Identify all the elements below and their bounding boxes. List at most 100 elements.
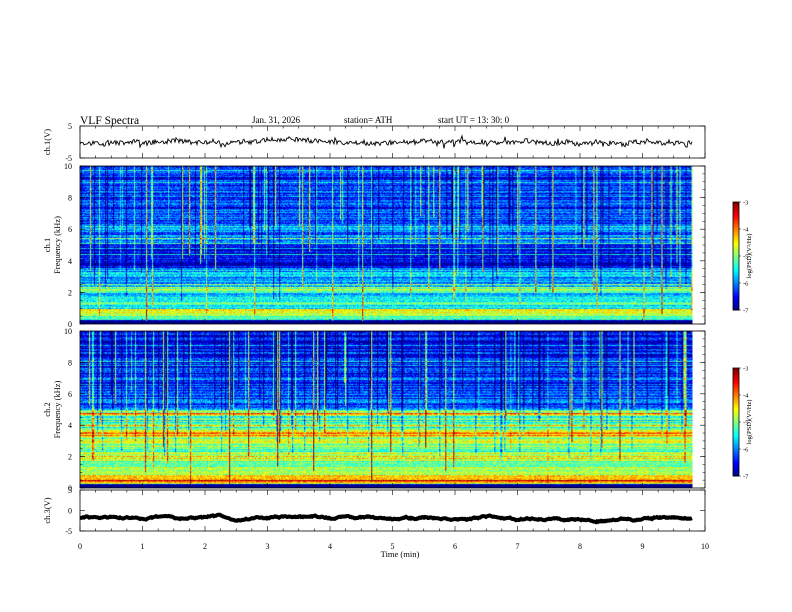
colorbar-swatch bbox=[733, 214, 739, 216]
colorbar-swatch bbox=[733, 247, 739, 250]
colorbar-swatch bbox=[733, 386, 739, 389]
colorbar-swatch bbox=[733, 243, 739, 246]
colorbar-swatch bbox=[733, 246, 739, 249]
colorbar-swatch bbox=[733, 218, 739, 221]
colorbar-swatch bbox=[733, 449, 739, 451]
x-tick-label: 6 bbox=[453, 542, 457, 551]
colorbar-tick-label: -5 bbox=[743, 420, 748, 427]
colorbar-swatch bbox=[733, 382, 739, 385]
colorbar-swatch bbox=[733, 395, 739, 397]
colorbar-swatch bbox=[733, 226, 739, 229]
y-tick-label: 0 bbox=[68, 507, 72, 516]
colorbar-tick-label: -3 bbox=[743, 366, 748, 373]
colorbar-swatch bbox=[733, 303, 739, 306]
colorbar-swatch bbox=[733, 224, 739, 227]
colorbar-swatch bbox=[733, 268, 739, 270]
colorbar-swatch bbox=[733, 417, 739, 420]
y-tick-label: -5 bbox=[65, 154, 72, 163]
colorbar-tick-label: -6 bbox=[743, 281, 749, 288]
y-tick-label: 10 bbox=[64, 327, 72, 336]
colorbar-swatch bbox=[733, 242, 739, 245]
colorbar-swatch bbox=[733, 229, 739, 231]
colorbar-swatch bbox=[733, 444, 739, 447]
x-tick-label: 4 bbox=[328, 542, 332, 551]
colorbar-swatch bbox=[733, 256, 739, 258]
colorbar-swatch bbox=[733, 257, 739, 260]
colorbar-swatch bbox=[733, 277, 739, 280]
colorbar-swatch bbox=[733, 231, 739, 234]
x-tick-label: 2 bbox=[203, 542, 207, 551]
colorbar-swatch bbox=[733, 427, 739, 430]
y-axis-label: ch.1 bbox=[42, 238, 52, 252]
colorbar-swatch bbox=[733, 219, 739, 222]
colorbar-swatch bbox=[733, 368, 739, 370]
y-tick-label: 5 bbox=[68, 122, 72, 131]
colorbar-swatch bbox=[733, 403, 739, 405]
colorbar-swatch bbox=[733, 269, 739, 272]
colorbar-swatch bbox=[733, 308, 739, 311]
y-tick-label: 4 bbox=[68, 421, 72, 430]
colorbar-swatch bbox=[733, 210, 739, 212]
colorbar-swatch bbox=[733, 202, 739, 204]
colorbar-swatch bbox=[733, 262, 739, 265]
colorbar-swatch bbox=[733, 423, 739, 426]
colorbar-swatch bbox=[733, 399, 739, 401]
colorbar-swatch bbox=[733, 304, 739, 307]
colorbar-swatch bbox=[733, 238, 739, 241]
y-tick-label: 2 bbox=[68, 288, 72, 297]
colorbar-swatch bbox=[733, 465, 739, 468]
colorbar-swatch bbox=[733, 283, 739, 285]
colorbar-swatch bbox=[733, 420, 739, 423]
colorbar-swatch bbox=[733, 446, 739, 449]
ch3-waveform-frame bbox=[79, 489, 706, 532]
colorbar-swatch bbox=[733, 407, 739, 409]
colorbar-swatch bbox=[733, 453, 739, 455]
colorbar-tick-label: -7 bbox=[743, 474, 749, 481]
colorbar-swatch bbox=[733, 369, 739, 372]
colorbar-swatch bbox=[733, 415, 739, 418]
colorbar-swatch bbox=[733, 305, 739, 308]
y-tick-label: 0 bbox=[68, 484, 72, 493]
colorbar-swatch bbox=[733, 392, 739, 395]
colorbar-swatch bbox=[733, 241, 739, 243]
colorbar-swatch bbox=[733, 409, 739, 412]
colorbar-swatch bbox=[733, 466, 739, 469]
colorbar-swatch bbox=[733, 470, 739, 473]
colorbar-swatch bbox=[733, 440, 739, 443]
colorbar-swatch bbox=[733, 436, 739, 439]
colorbar-swatch bbox=[733, 408, 739, 411]
colorbar-swatch bbox=[733, 459, 739, 462]
colorbar-swatch bbox=[733, 245, 739, 248]
colorbar-swatch bbox=[733, 438, 739, 441]
colorbar-swatch bbox=[733, 424, 739, 427]
colorbar-tick-label: -7 bbox=[743, 308, 749, 315]
colorbar-swatch bbox=[733, 426, 739, 428]
colorbar-swatch bbox=[733, 296, 739, 299]
y-tick-label: 8 bbox=[68, 358, 72, 367]
y-tick-label: 6 bbox=[68, 390, 72, 399]
y-axis-label: ch.1(V) bbox=[42, 129, 52, 155]
ch3-waveform-trace bbox=[79, 512, 693, 525]
x-tick-label: 10 bbox=[701, 542, 709, 551]
colorbar-swatch bbox=[733, 439, 739, 442]
colorbar-label: log(PSD)(V²/Hz) bbox=[746, 234, 753, 279]
colorbar-swatch bbox=[733, 251, 739, 254]
y-tick-label: 6 bbox=[68, 225, 72, 234]
x-tick-label: 0 bbox=[78, 542, 82, 551]
colorbar-swatch bbox=[733, 385, 739, 388]
y-tick-label: -5 bbox=[65, 527, 72, 536]
colorbar-swatch bbox=[733, 288, 739, 291]
colorbar-swatch bbox=[733, 373, 739, 376]
colorbar-swatch bbox=[733, 462, 739, 465]
colorbar-swatch bbox=[733, 376, 739, 378]
colorbar-swatch bbox=[733, 223, 739, 226]
colorbar-swatch bbox=[733, 381, 739, 384]
colorbar-tick-label: -6 bbox=[743, 447, 749, 454]
colorbar-swatch bbox=[733, 273, 739, 276]
colorbar-swatch bbox=[733, 393, 739, 396]
ch1-spectrogram-image bbox=[80, 166, 693, 324]
colorbar-swatch bbox=[733, 215, 739, 218]
colorbar-swatch bbox=[733, 292, 739, 295]
colorbar-swatch bbox=[733, 284, 739, 287]
colorbar-swatch bbox=[733, 384, 739, 387]
